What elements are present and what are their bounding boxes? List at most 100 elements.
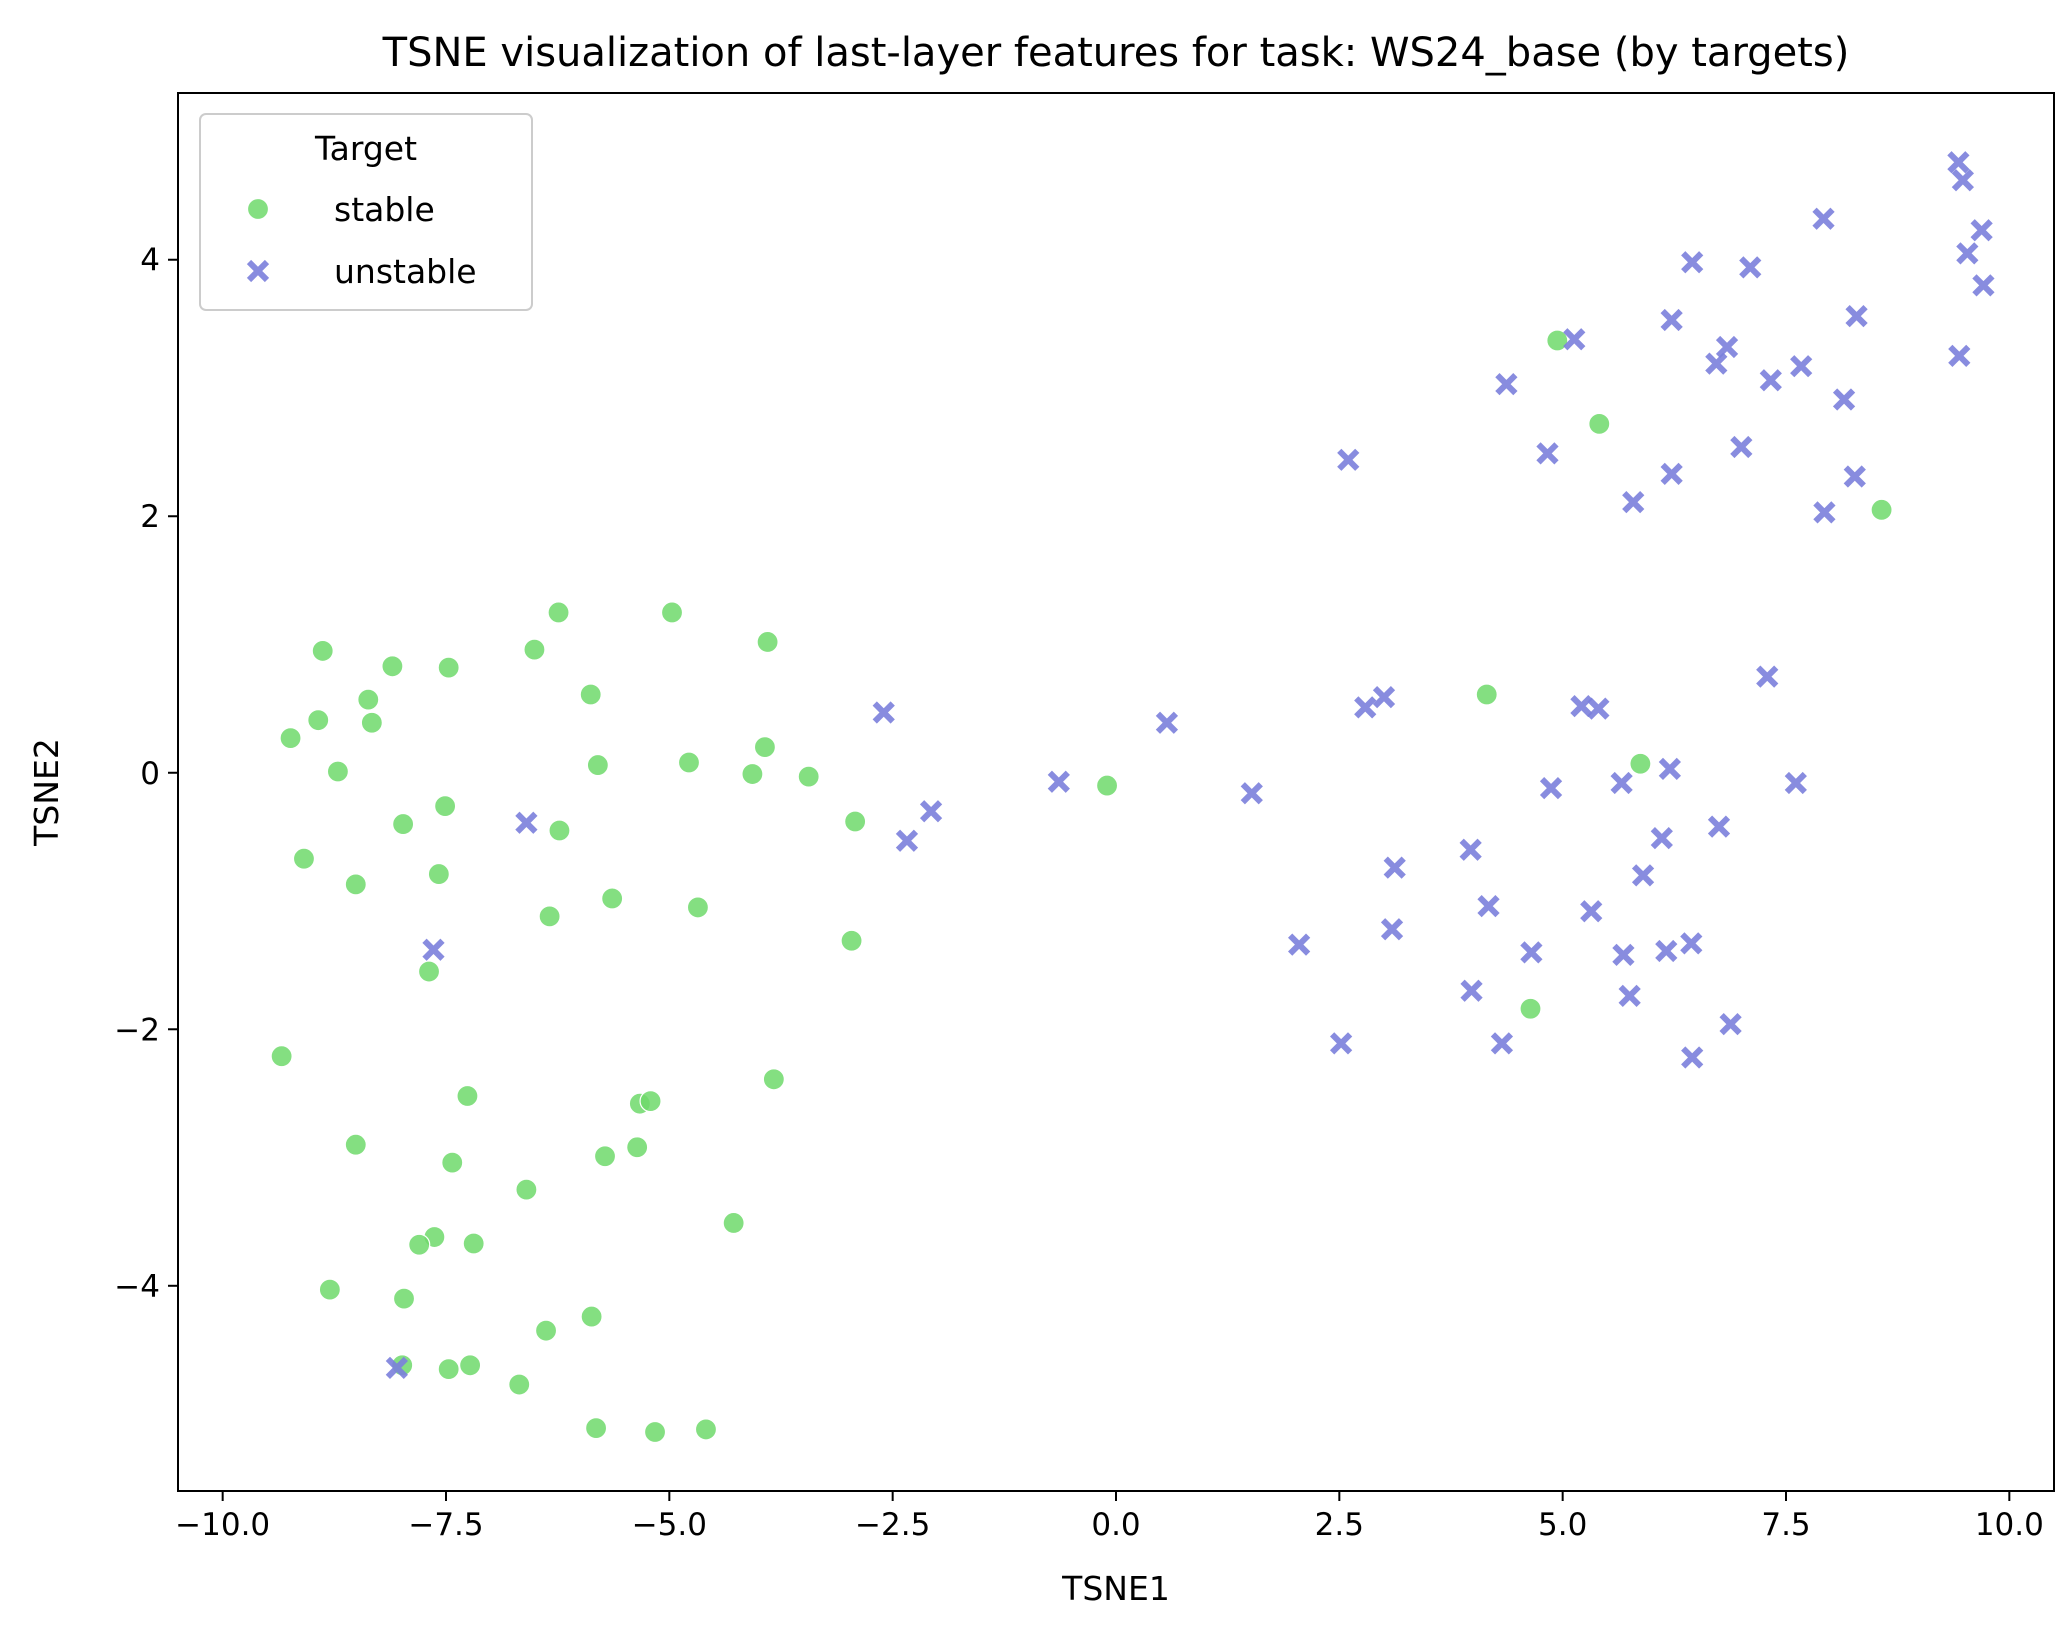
stable-point [392,812,415,836]
stable-point [538,905,561,928]
stable-point [580,1305,603,1328]
unstable-point [1660,462,1683,486]
unstable-point [1539,777,1563,800]
plot-area [270,151,1995,1444]
series-unstable [385,151,1995,1379]
stable-point [753,736,777,759]
unstable-point [1784,771,1807,795]
x-tick-label: 2.5 [1315,1507,1364,1543]
stable-point [462,1232,485,1255]
unstable-point [1756,665,1779,688]
unstable-point [1520,941,1543,964]
stable-point [270,1045,293,1068]
unstable-point [515,811,538,834]
legend-items: stable unstable [246,190,477,291]
y-tick-label: 0 [140,756,160,792]
unstable-point [1380,918,1404,941]
stable-point [548,819,571,842]
unstable-point [1587,697,1610,720]
x-tick-label: 5.0 [1538,1507,1587,1543]
stable-point [677,751,701,774]
stable-point [344,1133,367,1156]
stable-point [1095,774,1119,797]
stable-point [722,1211,745,1235]
x-axis-label: TSNE1 [1061,1569,1170,1608]
unstable-point [895,829,919,852]
unstable-point [1460,979,1483,1002]
x-tick-label: −7.5 [408,1507,483,1543]
unstable-point [1618,984,1641,1008]
stable-point [741,762,764,786]
unstable-point [1354,696,1377,719]
stable-point [441,1151,464,1174]
stable-point [579,683,602,706]
stable-point [756,630,779,654]
stable-point [456,1084,479,1108]
unstable-point [1155,711,1179,734]
stable-point [417,960,441,983]
unstable-point [385,1356,408,1379]
unstable-point [1563,328,1586,351]
unstable-point [1730,435,1753,459]
stable-point [381,655,404,678]
unstable-point [1495,373,1518,396]
x-tick-label: −5.0 [632,1507,707,1543]
stable-point [326,760,350,783]
stable-point [686,896,710,919]
unstable-point [1947,151,1970,174]
unstable-point [1337,448,1360,471]
y-tick-label: −4 [114,1269,160,1305]
stable-point [357,688,380,711]
legend-label-stable: stable [334,190,435,229]
unstable-point [1759,369,1782,392]
unstable-point [1240,782,1263,805]
unstable-point [1972,274,1995,297]
chart-title: TSNE visualization of last-layer feature… [382,30,1850,76]
legend-title: Target [314,129,417,168]
unstable-point [1739,256,1762,279]
x-tick-label: −10.0 [175,1507,270,1543]
unstable-point [1655,939,1678,963]
y-tick-label: −2 [114,1012,160,1048]
unstable-point [1845,305,1868,328]
unstable-point [1705,352,1728,375]
legend: Target stable unstable [199,113,533,311]
stable-point [547,601,570,624]
unstable-point [1631,864,1655,887]
stable-point [586,753,609,777]
unstable-point [1956,242,1979,265]
unstable-point [1329,1032,1353,1055]
unstable-point [1047,770,1070,793]
stable-point [601,887,624,910]
unstable-point [1715,335,1739,359]
unstable-point [422,938,445,961]
stable-point [584,1417,608,1440]
unstable-point [1610,771,1633,795]
stable-point [508,1373,531,1396]
stable-point [1870,498,1893,521]
unstable-point [1707,815,1731,838]
stable-point [840,929,863,952]
stable-point [434,795,457,818]
unstable-point [1660,308,1683,332]
stable-point [437,1358,460,1381]
stable-point [515,1178,538,1201]
unstable-point [872,701,895,724]
legend-box [199,113,533,311]
unstable-point [1681,251,1704,274]
stable-point [360,711,383,734]
legend-item-unstable: unstable [246,252,477,291]
unstable-point [1580,900,1603,923]
y-axis-label: TSNE2 [27,738,66,847]
stable-point [1546,329,1569,352]
axis-ticks: −10.0 −7.5 −5.0 −2.5 0.0 2.5 5.0 7.5 10.0 −4 −2 0 2 4 [114,243,2044,1543]
stable-point [427,862,450,886]
unstable-point [1790,355,1813,378]
legend-marker-unstable [246,259,270,283]
stable-point [762,1068,785,1091]
unstable-point [1843,465,1866,488]
y-tick-label: 4 [140,243,160,279]
unstable-point [1813,501,1836,524]
unstable-point [1372,685,1396,709]
